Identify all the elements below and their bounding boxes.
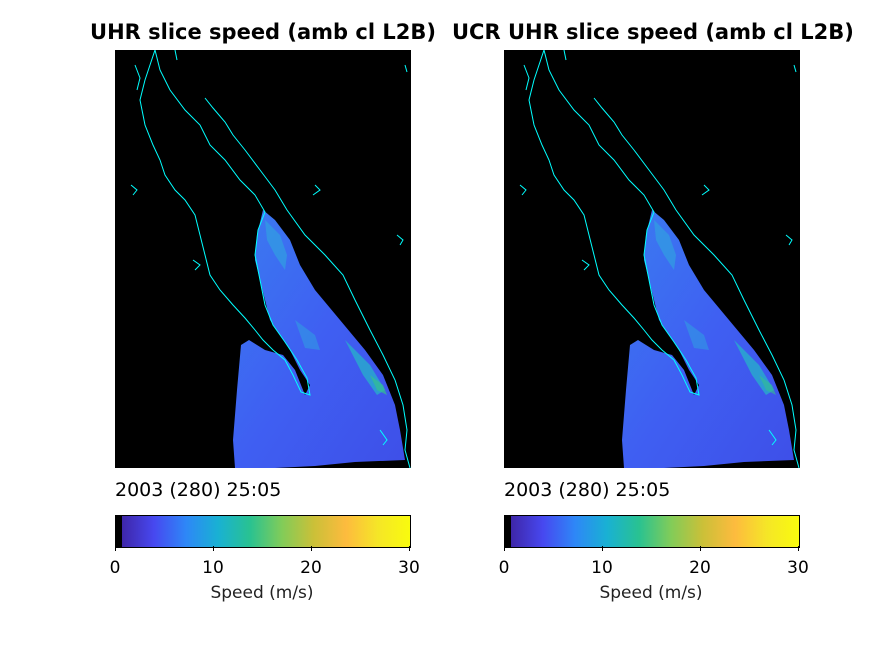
right-speed-map (504, 50, 800, 468)
left-speed-map-svg (130, 50, 411, 468)
right-speed-map-svg (519, 50, 800, 468)
left-tick-0 (115, 546, 116, 551)
wind-swath (233, 210, 405, 468)
left-panel: UHR slice speed (amb cl L2B) (63, 0, 463, 663)
right-panel-title: UCR UHR slice speed (amb cl L2B) (452, 20, 854, 44)
right-ticklabel: 30 (787, 558, 809, 578)
left-ticklabel: 20 (300, 558, 322, 578)
left-tick-10 (213, 546, 214, 551)
left-ticklabel: 10 (202, 558, 224, 578)
wind-highlight (654, 220, 676, 270)
wind-highlight (759, 375, 776, 395)
wind-swath (622, 210, 794, 468)
right-ticklabel: 0 (498, 558, 510, 578)
right-colorbar-label: Speed (m/s) (599, 583, 703, 603)
right-tick-30 (798, 546, 799, 551)
left-colorbar (115, 515, 411, 548)
right-ticklabel: 20 (689, 558, 711, 578)
wind-highlight (684, 320, 709, 350)
left-ticklabel: 30 (398, 558, 420, 578)
right-timestamp: 2003 (280) 25:05 (504, 479, 671, 501)
right-tick-20 (700, 546, 701, 551)
left-tick-20 (311, 546, 312, 551)
coastline (130, 50, 411, 468)
wind-highlight (265, 220, 287, 270)
right-ticklabel: 10 (591, 558, 613, 578)
left-speed-map (115, 50, 411, 468)
left-panel-title: UHR slice speed (amb cl L2B) (90, 20, 436, 44)
right-colorbar (504, 515, 800, 548)
left-ticklabel: 0 (109, 558, 121, 578)
wind-highlight (295, 320, 320, 350)
coastline (519, 50, 800, 468)
left-timestamp: 2003 (280) 25:05 (115, 479, 282, 501)
wind-highlight (370, 375, 387, 395)
left-colorbar-label: Speed (m/s) (210, 583, 314, 603)
left-tick-30 (409, 546, 410, 551)
right-tick-10 (602, 546, 603, 551)
right-tick-0 (504, 546, 505, 551)
right-panel: UCR UHR slice speed (amb cl L2B) (452, 0, 854, 663)
